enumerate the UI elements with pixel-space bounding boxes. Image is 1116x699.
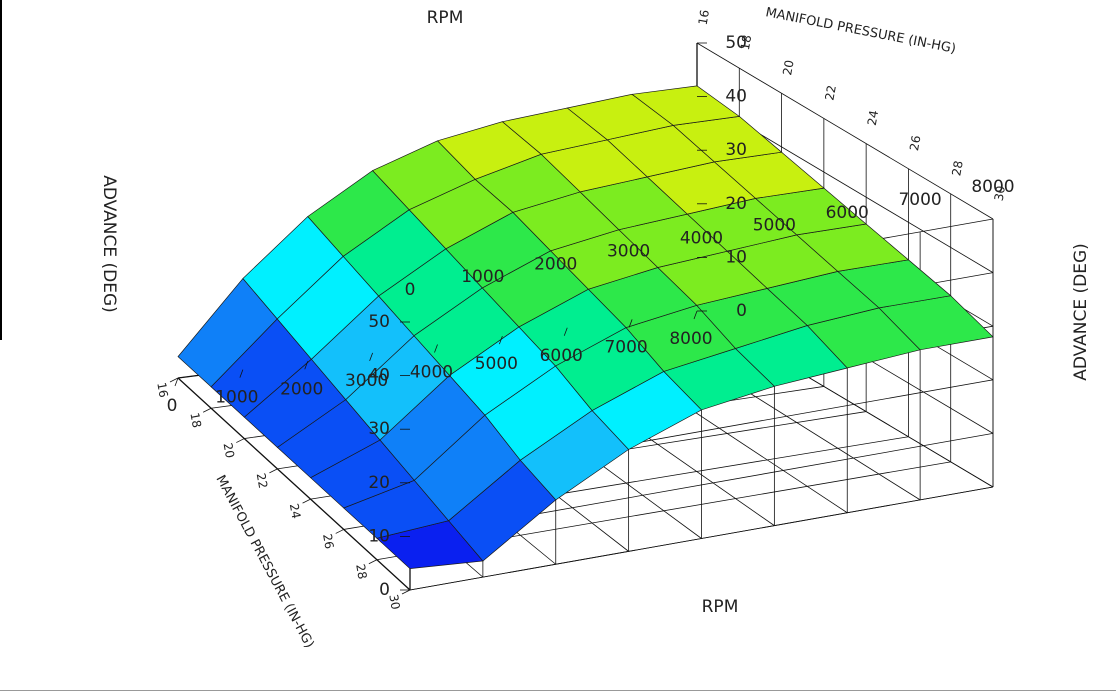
advance-tick-label-left: 10 (368, 526, 390, 546)
map-tick-label-left: 28 (353, 563, 369, 580)
advance-tick-label-left: 50 (368, 312, 390, 332)
rpm-tick-label-bottom: 4000 (410, 363, 453, 383)
rpm-tick-label-top: 2000 (534, 254, 577, 274)
map-tick-label-top: 26 (907, 134, 923, 151)
advance-tick-label-right: 20 (725, 194, 747, 214)
map-tick-label-top: 24 (865, 109, 881, 126)
right-advance-axis-title: ADVANCE (DEG) (1071, 243, 1091, 381)
map-tick-label-left: 16 (154, 381, 170, 398)
map-tick-mark (269, 468, 278, 474)
rpm-tick-label-top: 1000 (461, 267, 504, 287)
rpm-tick-mark (434, 344, 438, 353)
map-tick-label-left: 24 (287, 502, 303, 519)
map-tick-mark (202, 407, 212, 413)
rpm-tick-label-top: 0 (405, 280, 416, 300)
rpm-tick-label-top: 5000 (753, 216, 796, 236)
map-tick-label-top: 28 (949, 160, 965, 177)
advance-tick-label-left: 30 (368, 419, 390, 439)
advance-tick-label-left: 40 (368, 366, 390, 386)
rpm-tick-label-top: 4000 (680, 229, 723, 249)
map-tick-mark (368, 559, 378, 565)
advance-tick-label-left: 20 (368, 473, 390, 493)
bottom-edge-line (0, 690, 1116, 691)
rpm-tick-label-top: 6000 (826, 203, 869, 223)
rpm-tick-mark (239, 369, 244, 378)
map-tick-label-left: 18 (187, 411, 203, 428)
map-tick-label-top: 16 (696, 9, 712, 26)
map-tick-label-left: 30 (386, 593, 402, 610)
rpm-tick-label-bottom: 5000 (475, 354, 518, 374)
left-map-axis-title: MANIFOLD PRESSURE (IN-HG) (212, 473, 316, 651)
rpm-tick-mark (563, 327, 568, 336)
advance-tick-label-right: 0 (736, 301, 747, 321)
rpm-tick-label-bottom: 1000 (215, 388, 258, 408)
box-edge (177, 377, 411, 591)
rpm-tick-mark (499, 335, 503, 345)
rpm-tick-label-bottom: 8000 (669, 329, 712, 349)
rpm-tick-label-bottom: 2000 (280, 379, 323, 399)
rpm-tick-mark (369, 352, 373, 362)
map-tick-label-left: 20 (221, 442, 237, 459)
top-rpm-axis-title: RPM (427, 8, 464, 28)
advance-tick-label-right: 50 (725, 33, 747, 53)
rpm-tick-label-bottom: 6000 (540, 346, 583, 366)
left-edge-line (0, 0, 2, 340)
rpm-tick-label-top: 3000 (607, 241, 650, 261)
surface-patch (631, 85, 741, 126)
map-tick-label-left: 26 (320, 533, 336, 550)
map-tick-mark (302, 498, 311, 504)
advance-tick-label-left: 0 (379, 580, 390, 600)
bottom-rpm-axis-title: RPM (702, 597, 739, 617)
rpm-tick-label-top: 7000 (898, 190, 941, 210)
map-tick-label-top: 30 (992, 185, 1008, 202)
rpm-tick-label-bottom: 7000 (604, 337, 647, 357)
rpm-tick-mark (304, 361, 309, 370)
rpm-tick-label-top: 8000 (971, 177, 1014, 197)
surface-patches (177, 85, 994, 569)
back-wall-line-z (409, 486, 994, 591)
advance-tick-label-right: 40 (725, 87, 747, 107)
advance-tick-label-right: 30 (725, 140, 747, 160)
rpm-tick-label-bottom: 0 (167, 396, 178, 416)
map-tick-mark (401, 589, 411, 595)
map-tick-mark (236, 438, 245, 443)
rpm-tick-mark (628, 319, 633, 328)
map-tick-label-top: 18 (738, 34, 754, 51)
map-tick-mark (335, 529, 344, 534)
top-map-axis-title: MANIFOLD PRESSURE (IN-HG) (764, 5, 957, 57)
map-tick-label-left: 22 (254, 472, 270, 489)
advance-tick-label-right: 10 (725, 247, 747, 267)
map-tick-mark (169, 377, 179, 383)
rpm-tick-mark (174, 377, 179, 387)
map-tick-label-top: 22 (822, 84, 838, 101)
map-tick-label-top: 20 (780, 59, 796, 76)
left-advance-axis-title: ADVANCE (DEG) (99, 175, 119, 313)
rpm-tick-label-bottom: 3000 (345, 371, 388, 391)
right-wall-line-z (696, 42, 994, 220)
rpm-tick-mark (693, 310, 698, 320)
